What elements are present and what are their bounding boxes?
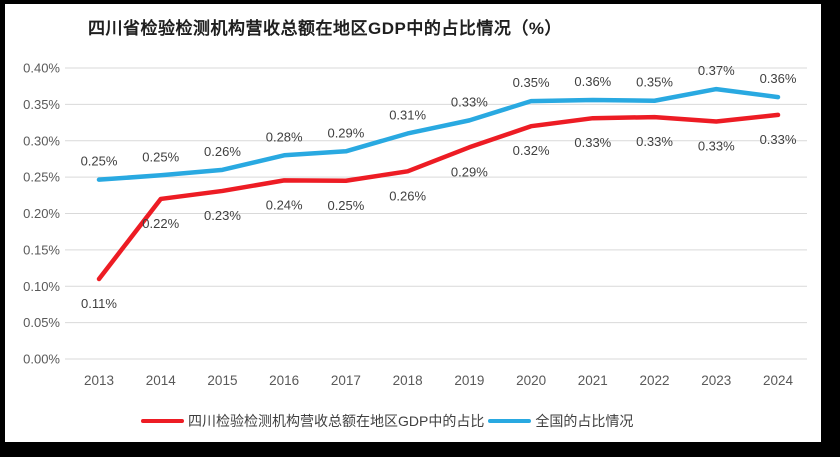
data-label-series-0: 0.33% xyxy=(636,134,673,149)
y-axis-tick-label: 0.05% xyxy=(23,315,60,330)
x-axis-tick-label: 2015 xyxy=(207,373,237,388)
data-label-series-0: 0.33% xyxy=(574,135,611,150)
x-axis-tick-label: 2018 xyxy=(393,373,423,388)
x-axis-tick-label: 2024 xyxy=(763,373,794,388)
y-axis-tick-label: 0.40% xyxy=(23,61,60,76)
x-axis-tick-label: 2019 xyxy=(454,373,484,388)
legend-item-national[interactable]: 全国的占比情况 xyxy=(488,411,633,431)
y-axis-tick-label: 0.20% xyxy=(23,206,60,221)
y-axis-tick-label: 0.15% xyxy=(23,242,60,257)
y-axis-tick-label: 0.00% xyxy=(23,352,60,367)
legend-label-sichuan: 四川检验检测机构营收总额在地区GDP中的占比 xyxy=(188,413,485,429)
data-label-series-1: 0.26% xyxy=(204,144,241,159)
data-label-series-0: 0.11% xyxy=(81,296,117,311)
series-line-0 xyxy=(96,112,781,282)
data-label-series-1: 0.31% xyxy=(389,107,426,122)
x-axis-tick-label: 2017 xyxy=(331,373,361,388)
data-label-series-0: 0.33% xyxy=(760,132,797,147)
y-axis-tick-label: 0.30% xyxy=(23,133,60,148)
data-label-series-1: 0.29% xyxy=(327,125,364,140)
data-label-series-0: 0.32% xyxy=(513,143,550,158)
chart-frame: 四川省检验检测机构营收总额在地区GDP中的占比情况（%） 0.40% 0.35% 0… xyxy=(5,4,821,442)
chart-canvas: 0.40% 0.35% 0.30% 0.25% 0.20% 0.15% 0.10% 0.05%… xyxy=(23,61,807,388)
x-axis-tick-label: 2022 xyxy=(640,373,670,388)
data-label-series-1: 0.25% xyxy=(81,154,118,169)
series-line-1 xyxy=(96,86,781,182)
x-axis-tick-label: 2020 xyxy=(516,373,546,388)
x-axis-tick-label: 2014 xyxy=(146,373,177,388)
data-label-series-0: 0.23% xyxy=(204,208,241,223)
data-label-series-0: 0.29% xyxy=(451,164,488,179)
y-axis-tick-label: 0.35% xyxy=(23,97,60,112)
data-label-series-1: 0.35% xyxy=(636,75,673,90)
legend-line-sample-sichuan xyxy=(141,419,184,423)
data-label-series-0: 0.33% xyxy=(698,138,735,153)
data-label-series-0: 0.25% xyxy=(327,198,364,213)
data-label-series-1: 0.36% xyxy=(760,71,797,86)
x-axis-tick-label: 2013 xyxy=(84,373,114,388)
x-axis-tick-label: 2023 xyxy=(701,373,731,388)
data-label-series-1: 0.33% xyxy=(451,94,488,109)
data-label-series-1: 0.37% xyxy=(698,63,735,78)
chart-legend: 四川检验检测机构营收总额在地区GDP中的占比 全国的占比情况 xyxy=(141,411,633,431)
chart-title: 四川省检验检测机构营收总额在地区GDP中的占比情况（%） xyxy=(88,19,562,38)
data-label-series-1: 0.36% xyxy=(574,74,611,89)
data-label-series-0: 0.26% xyxy=(389,188,426,203)
data-label-series-1: 0.28% xyxy=(266,129,303,144)
x-axis-tick-label: 2021 xyxy=(578,373,608,388)
y-axis-tick-label: 0.25% xyxy=(23,170,60,185)
legend-item-sichuan[interactable]: 四川检验检测机构营收总额在地区GDP中的占比 xyxy=(141,411,484,431)
legend-line-sample-national xyxy=(488,419,532,423)
legend-label-national: 全国的占比情况 xyxy=(535,413,634,429)
x-axis-tick-label: 2016 xyxy=(269,373,299,388)
data-label-series-1: 0.25% xyxy=(142,149,179,164)
y-axis-tick-label: 0.10% xyxy=(23,279,60,294)
data-label-series-0: 0.22% xyxy=(142,216,179,231)
data-label-series-1: 0.35% xyxy=(513,75,550,90)
data-label-series-0: 0.24% xyxy=(266,197,303,212)
